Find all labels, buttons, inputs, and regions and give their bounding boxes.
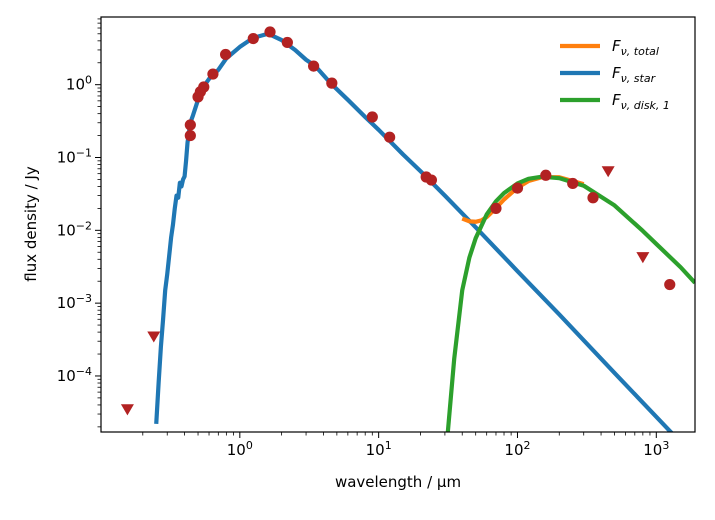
x-tick-exponent: 2 (524, 439, 531, 452)
x-tick-exponent: 3 (662, 439, 669, 452)
data-point (326, 77, 338, 89)
y-tick-exponent: −1 (76, 147, 92, 160)
series-layer (120, 26, 695, 432)
data-point (384, 131, 396, 143)
upper-limit-marker (120, 404, 134, 416)
data-point (511, 182, 524, 194)
data-point (281, 36, 293, 49)
data-point (207, 68, 219, 80)
upper-limit-marker (601, 166, 615, 178)
x-tick-exponent: 1 (385, 439, 392, 452)
legend-subscript: ν, star (621, 72, 657, 85)
data-point (540, 169, 552, 181)
upper-limit-marker (147, 331, 161, 343)
data-point (247, 32, 259, 45)
data-point (567, 177, 579, 190)
series-line-2 (445, 174, 695, 432)
data-point (184, 129, 196, 142)
x-tick-exponent: 0 (246, 439, 253, 452)
x-axis-label: wavelength / μm (335, 473, 461, 491)
data-point (308, 60, 320, 72)
y-tick-exponent: 0 (85, 74, 92, 87)
plot-frame (100, 16, 696, 433)
upper-limit-marker (636, 252, 650, 264)
y-tick-exponent: −4 (76, 365, 92, 378)
y-tick-exponent: −3 (76, 292, 92, 305)
y-tick-exponent: −2 (76, 219, 92, 232)
data-point (184, 119, 196, 131)
data-point (220, 48, 232, 61)
data-point (587, 192, 599, 204)
data-point (264, 26, 276, 38)
data-point (366, 111, 378, 123)
y-axis-label: flux density / Jy (22, 166, 40, 282)
data-point (664, 278, 676, 291)
data-point (198, 81, 210, 93)
series-line-1 (154, 31, 674, 432)
data-point (490, 202, 502, 214)
legend-subscript: ν, total (621, 45, 659, 58)
legend-subscript: ν, disk, 1 (621, 99, 670, 112)
data-point (425, 174, 438, 186)
